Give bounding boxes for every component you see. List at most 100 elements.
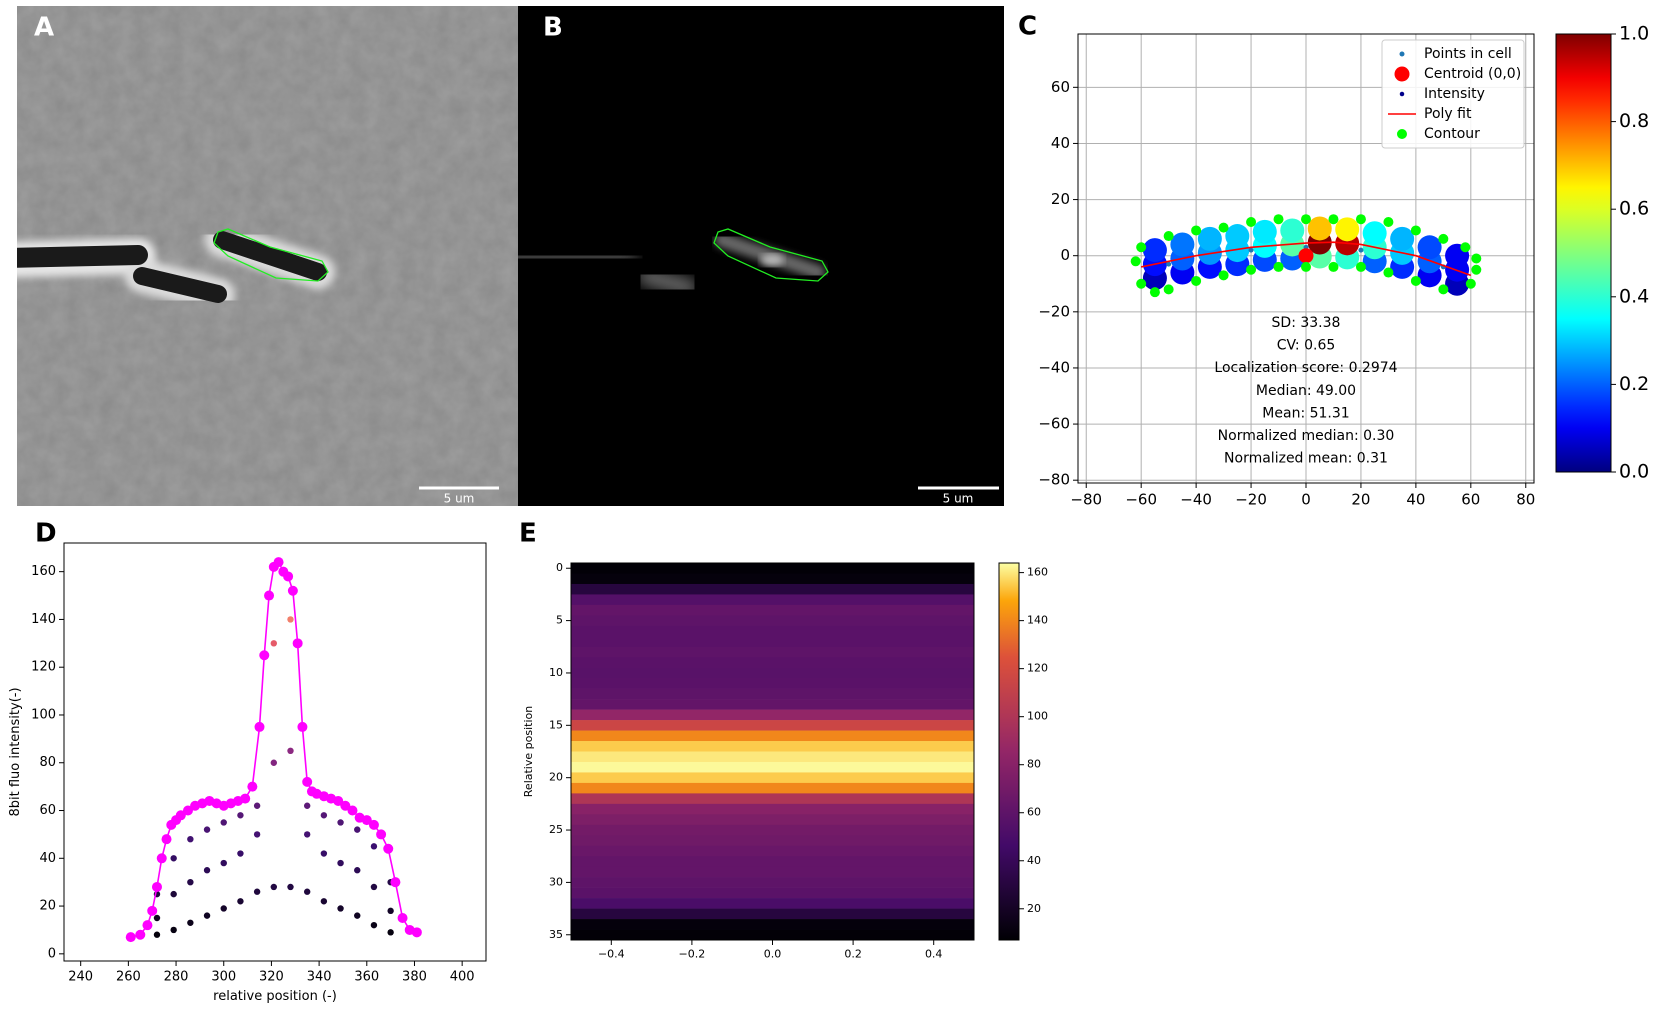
legend-label: Poly fit (1424, 106, 1472, 122)
point (254, 721, 265, 732)
colorbar-tick-label: 160 (1027, 566, 1048, 579)
y-tick-label: 80 (39, 755, 56, 770)
y-tick-label: 5 (556, 614, 563, 627)
heat-cell (571, 803, 974, 815)
colorbar (1555, 33, 1612, 473)
heat-cell (571, 563, 974, 574)
annotation: Mean: 51.31 (1262, 405, 1349, 421)
heat-cell (571, 573, 974, 585)
heat-cell (571, 866, 974, 878)
point (253, 888, 261, 895)
point (259, 650, 270, 661)
annotation: SD: 33.38 (1272, 315, 1341, 331)
point (368, 819, 379, 830)
plot-frame (63, 542, 487, 962)
y-tick-label: 60 (39, 803, 56, 818)
x-tick-label: 400 (450, 969, 475, 984)
y-tick-label: 100 (31, 707, 56, 722)
y-tick-label: 160 (31, 564, 56, 579)
point (1383, 267, 1394, 278)
annotation: Localization score: 0.2974 (1214, 360, 1397, 376)
point (303, 831, 311, 838)
point (411, 927, 422, 938)
point (370, 883, 378, 891)
point (1273, 261, 1284, 272)
point (161, 834, 172, 845)
y-tick-label: 60 (1051, 78, 1070, 96)
heat-cell (571, 782, 974, 794)
point (220, 819, 227, 826)
point (1390, 226, 1415, 251)
x-tick-label: 40 (1406, 491, 1425, 509)
series-line (1141, 241, 1472, 277)
heat-cell (571, 594, 974, 606)
x-tick-label: 380 (402, 969, 427, 984)
heat-cell (571, 636, 974, 648)
point (347, 805, 358, 816)
x-tick-label: −0.4 (598, 948, 625, 961)
point (270, 640, 278, 647)
point (1335, 217, 1360, 242)
y-tick-label: 0 (48, 946, 56, 961)
colorbar-tick-label: 80 (1027, 758, 1041, 771)
point (1301, 261, 1311, 272)
point (187, 919, 194, 926)
heat-cell (571, 667, 974, 679)
panel-label: D (35, 519, 57, 549)
annotation: Normalized mean: 0.31 (1224, 451, 1388, 467)
scale-bar-label: 5 um (943, 492, 974, 506)
point (370, 921, 378, 929)
point (1438, 233, 1449, 244)
x-tick-label: 60 (1461, 491, 1480, 509)
point (397, 913, 408, 924)
point (1355, 261, 1366, 272)
y-tick-label: 120 (31, 660, 56, 675)
cell (213, 231, 327, 281)
point (1130, 256, 1141, 267)
point (1328, 261, 1339, 272)
legend-marker (1397, 129, 1407, 139)
y-axis-label: 8bit fluo intensity(-) (8, 687, 23, 816)
point (153, 931, 161, 938)
point (1460, 242, 1471, 253)
point (1383, 217, 1394, 228)
point (1252, 219, 1277, 244)
point (1417, 235, 1442, 260)
point (337, 819, 344, 826)
heat-cell (571, 688, 974, 700)
point (1328, 214, 1339, 225)
colorbar-tick-label: 0.0 (1619, 461, 1649, 483)
point (125, 932, 136, 943)
colorbar-tick-label: 0.6 (1619, 198, 1649, 220)
heat-cell (571, 772, 974, 784)
point (1248, 247, 1254, 253)
y-tick-label: −40 (1038, 358, 1070, 376)
point (1358, 247, 1364, 253)
y-tick-label: 0 (556, 561, 563, 574)
phase-image: 5 um A (17, 6, 518, 506)
heat-cell (571, 761, 974, 773)
point (1149, 287, 1160, 298)
point (303, 888, 311, 895)
x-axis-label: relative position (-) (213, 989, 337, 1004)
point (340, 800, 351, 811)
heat-cell (571, 615, 974, 627)
point (337, 859, 344, 867)
point (1142, 238, 1167, 263)
legend-label: Points in cell (1424, 46, 1512, 62)
plot-frame (1077, 33, 1535, 484)
point (354, 912, 361, 919)
panel-label: C (1018, 12, 1037, 42)
point (361, 815, 372, 826)
heat-cell (571, 741, 974, 752)
colorbar (998, 562, 1020, 941)
y-tick-label: 25 (549, 823, 563, 836)
point (1191, 275, 1202, 286)
heat-cell (571, 730, 974, 742)
point (264, 590, 275, 601)
heat-cell (571, 678, 974, 689)
chart-panel: −0.4 −0.2 0.0 0.2 0.4 0 5 10 15 20 25 30 35 Relative … (519, 519, 1048, 961)
colorbar-tick-label: 0.2 (1619, 373, 1649, 395)
point (287, 585, 298, 596)
